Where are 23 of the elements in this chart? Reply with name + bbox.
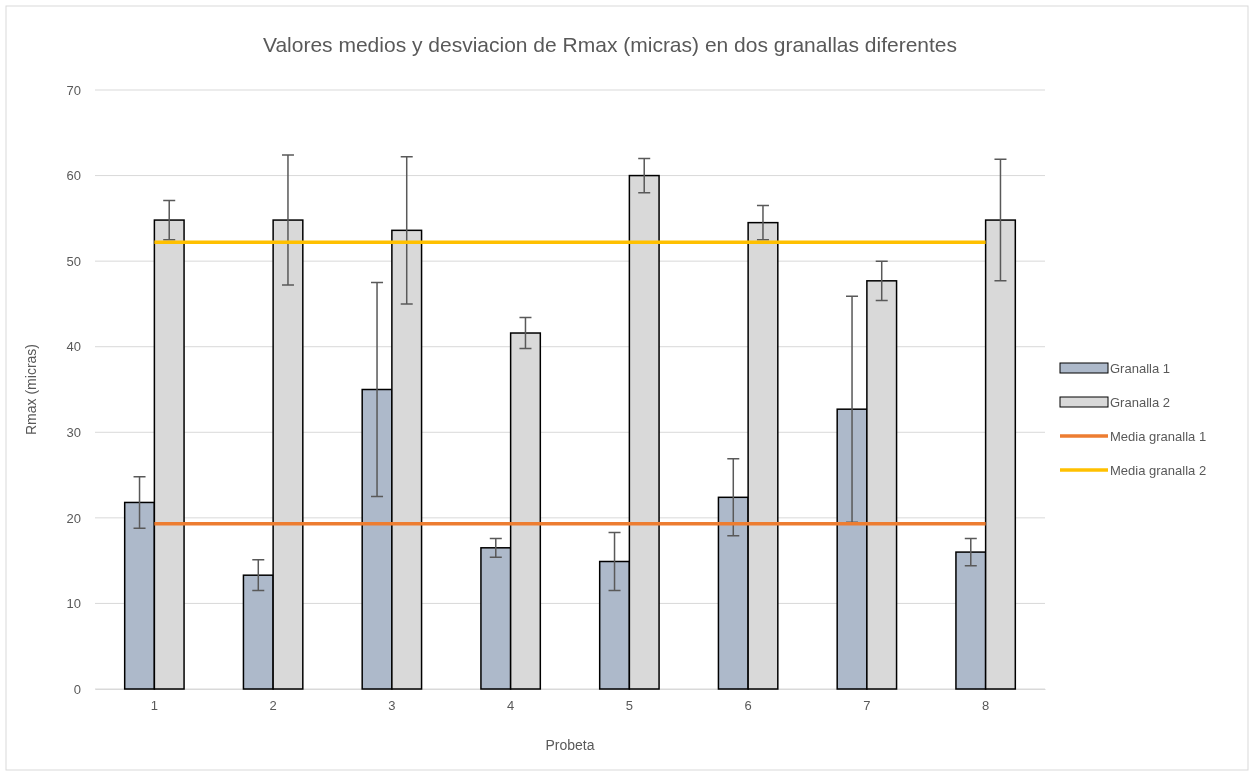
x-axis-title: Probeta — [545, 737, 595, 753]
x-tick-label: 2 — [269, 698, 277, 714]
y-tick-label: 40 — [66, 339, 81, 355]
chart-title: Valores medios y desviacion de Rmax (micras) en dos granallas diferentes — [262, 33, 958, 56]
y-tick-label: 30 — [66, 424, 81, 440]
y-axis-title: Rmax (micras) — [23, 344, 39, 435]
x-tick-label: 7 — [863, 698, 871, 714]
y-tick-label: 0 — [73, 681, 81, 697]
legend-label: Media granalla 2 — [1110, 463, 1207, 478]
x-tick-label: 3 — [388, 698, 396, 714]
x-tick-label: 6 — [744, 698, 752, 714]
y-tick-label: 60 — [66, 168, 81, 184]
x-tick-label: 8 — [982, 698, 990, 714]
y-tick-label: 70 — [66, 82, 81, 98]
legend-label: Media granalla 1 — [1110, 429, 1207, 444]
x-tick-label: 5 — [625, 698, 633, 714]
x-tick-label: 4 — [507, 698, 515, 714]
y-tick-label: 20 — [66, 510, 81, 526]
y-tick-label: 50 — [66, 253, 81, 269]
y-tick-label: 10 — [66, 596, 81, 612]
x-tick-label: 1 — [150, 698, 158, 714]
legend-label: Granalla 1 — [1110, 361, 1170, 376]
legend-label: Granalla 2 — [1110, 395, 1170, 410]
